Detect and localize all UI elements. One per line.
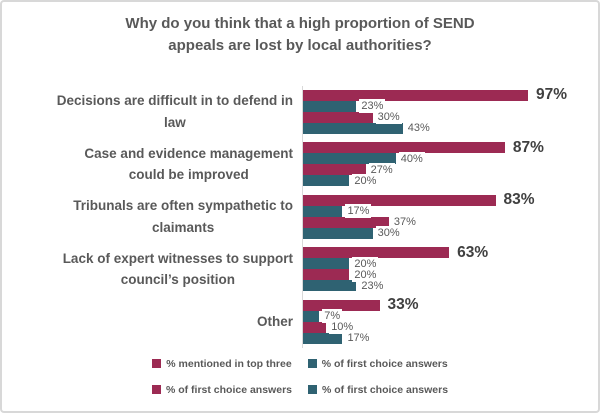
value-label: 40%: [398, 151, 425, 166]
category-label-cell: Case and evidence management could be im…: [2, 143, 302, 186]
bar-teal: [303, 280, 357, 292]
bar-row: 23%: [303, 99, 598, 114]
bar-row: 17%: [303, 331, 598, 346]
value-label: 83%: [503, 191, 535, 209]
plot-area: Decisions are difficult in to defend in …: [2, 85, 598, 348]
value-label: 30%: [375, 226, 402, 241]
legend: % mentioned in top three % of first choi…: [2, 357, 598, 396]
legend-label: % of first choice answers: [321, 357, 448, 370]
legend-swatch-teal: [307, 359, 317, 368]
value-label: 20%: [352, 173, 379, 188]
value-label: 20%: [352, 267, 379, 282]
legend-item: % of first choice answers: [307, 357, 448, 370]
value-label: 17%: [345, 331, 372, 346]
bar-row: 23%: [303, 278, 598, 293]
value-label: 7%: [322, 309, 343, 324]
bar-stack: 87% 40% 27% 20%: [302, 138, 598, 191]
legend-item: % of first choice answers: [308, 384, 448, 396]
bar-maroon: [303, 269, 350, 281]
category-label: Other: [256, 313, 293, 329]
bar-row: 20%: [303, 173, 598, 188]
category-label: Tribunals are often sympathetic to claim…: [73, 198, 293, 235]
category-group: Decisions are difficult in to defend in …: [2, 85, 598, 138]
bar-maroon: [303, 142, 505, 154]
bar-row: 17%: [303, 204, 598, 219]
bar-row: 30%: [303, 226, 598, 241]
bar-row: 87%: [303, 139, 598, 156]
value-label: 97%: [536, 86, 568, 104]
bar-stack: 97% 23% 30% 43%: [302, 85, 598, 138]
category-label-cell: Other: [2, 311, 302, 333]
bar-row: 10%: [303, 320, 598, 335]
category-label-cell: Decisions are difficult in to defend in …: [2, 90, 302, 133]
value-label: 37%: [391, 215, 418, 230]
bar-row: 30%: [303, 110, 598, 125]
bar-row: 7%: [303, 309, 598, 324]
category-label: Decisions are difficult in to defend in …: [56, 93, 293, 130]
legend-label: % of first choice answers: [165, 383, 292, 396]
bar-maroon: [303, 89, 529, 101]
bar-teal: [303, 205, 343, 217]
bar-row: 83%: [303, 191, 598, 208]
category-label-cell: Lack of expert witnesses to support coun…: [2, 248, 302, 291]
category-label: Lack of expert witnesses to support coun…: [62, 250, 293, 288]
bar-teal: [303, 175, 350, 187]
bar-row: 97%: [303, 86, 598, 103]
value-label: 27%: [368, 162, 395, 177]
bar-maroon: [303, 247, 450, 259]
bar-stack: 33% 7% 10% 17%: [302, 295, 598, 348]
category-group: Lack of expert witnesses to support coun…: [2, 243, 598, 296]
value-label: 23%: [359, 99, 386, 114]
legend-swatch-maroon: [151, 385, 161, 394]
bar-row: 40%: [303, 151, 598, 166]
value-label: 20%: [352, 256, 379, 271]
bar-teal: [303, 332, 343, 344]
bar-row: 37%: [303, 215, 598, 230]
category-group: Case and evidence management could be im…: [2, 138, 598, 191]
bar-stack: 63% 20% 20% 23%: [302, 243, 598, 296]
bar-teal: [303, 310, 320, 322]
bar-teal: [303, 153, 396, 165]
legend-swatch-teal: [308, 385, 317, 394]
bar-maroon: [303, 299, 380, 311]
category-group: Tribunals are often sympathetic to claim…: [2, 190, 598, 243]
legend-swatch-maroon: [152, 359, 162, 368]
bar-teal: [303, 227, 373, 239]
legend-label: % mentioned in top three: [166, 357, 292, 370]
legend-item: % of first choice answers: [151, 383, 292, 396]
value-label: 10%: [329, 320, 356, 335]
bar-row: 20%: [303, 267, 598, 282]
bar-teal: [303, 258, 350, 270]
bar-maroon: [303, 194, 496, 206]
bar-maroon: [303, 216, 389, 228]
bar-row: 63%: [303, 244, 598, 261]
legend-row-2: % of first choice answers % of first cho…: [2, 383, 598, 396]
value-label: 23%: [359, 278, 386, 293]
legend-item: % mentioned in top three: [152, 357, 292, 370]
value-label: 33%: [387, 296, 419, 314]
category-label-cell: Tribunals are often sympathetic to claim…: [2, 195, 302, 238]
category-label: Case and evidence management could be im…: [84, 145, 293, 183]
bar-row: 27%: [303, 162, 598, 177]
legend-label: % of first choice answers: [322, 383, 449, 396]
chart-title: Why do you think that a high proportion …: [125, 15, 475, 54]
bar-row: 20%: [303, 256, 598, 271]
value-label: 43%: [405, 121, 432, 136]
legend-row-1: % mentioned in top three % of first choi…: [2, 357, 598, 370]
bar-maroon: [303, 321, 327, 333]
bar-row: 43%: [303, 121, 598, 136]
bar-maroon: [303, 111, 373, 123]
category-group: Other 33% 7% 10% 17%: [2, 295, 598, 348]
value-label: 87%: [512, 138, 544, 156]
bar-maroon: [303, 164, 366, 176]
bar-teal: [303, 100, 357, 112]
bar-teal: [303, 122, 403, 134]
bar-stack: 83% 17% 37% 30%: [302, 190, 598, 243]
value-label: 30%: [375, 110, 402, 125]
bar-row: 33%: [303, 296, 598, 313]
value-label: 63%: [457, 243, 489, 261]
value-label: 17%: [345, 204, 372, 219]
